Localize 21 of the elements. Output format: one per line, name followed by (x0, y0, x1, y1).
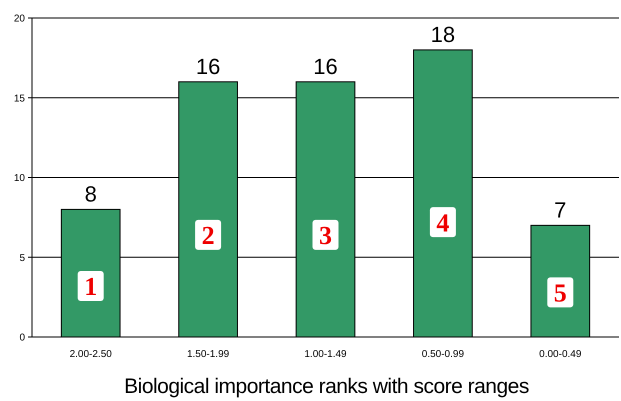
data-label: 7 (554, 197, 566, 222)
y-tick-label: 0 (19, 332, 26, 344)
x-axis-title: Biological importance ranks with score ranges (124, 375, 529, 398)
x-tick-label: 1.00-1.49 (304, 349, 348, 360)
y-tick-label: 10 (14, 173, 26, 184)
x-tick-label: 0.00-0.49 (539, 349, 582, 360)
annotation: 1 (84, 272, 98, 302)
data-label: 16 (313, 54, 338, 79)
data-label: 8 (84, 181, 97, 206)
annotation: 5 (554, 278, 567, 308)
y-tick-label: 15 (14, 93, 26, 104)
annotation: 2 (202, 221, 215, 250)
data-label: 16 (196, 54, 220, 79)
x-tick-label: 0.50-0.99 (422, 349, 464, 360)
data-label: 18 (430, 22, 456, 47)
x-tick-label: 1.50-1.99 (186, 349, 230, 360)
y-tick-label: 5 (19, 252, 26, 264)
x-tick-label: 2.00-2.50 (70, 349, 112, 360)
annotation: 3 (319, 221, 332, 250)
y-tick-label: 20 (14, 14, 26, 24)
annotation: 4 (436, 208, 450, 238)
